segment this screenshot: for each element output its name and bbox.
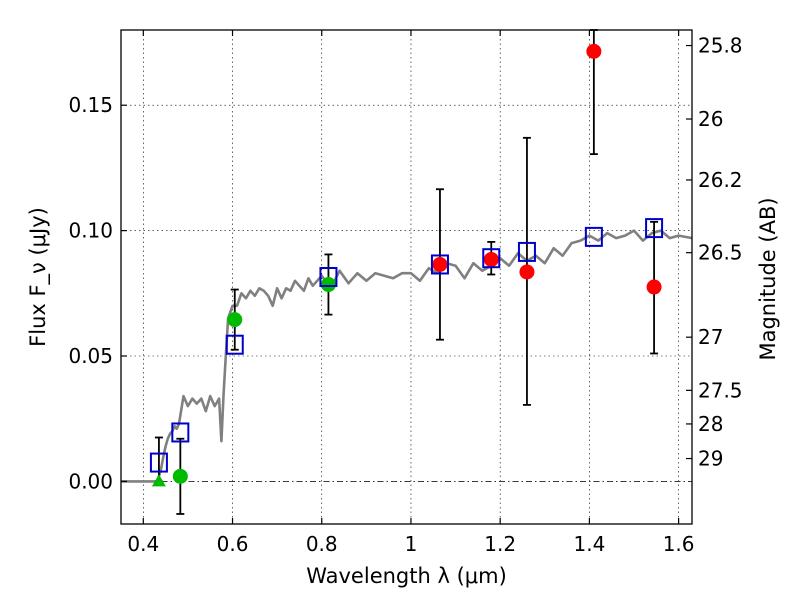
detections-point [483,251,499,267]
y-tick-label: 0.00 [68,469,113,493]
detections-point [432,256,448,272]
model-photometry-square [482,248,501,269]
model-photometry-square [319,267,338,287]
right-axis-title: Magnitude (AB) [756,197,780,360]
x-tick-label: 0.6 [217,532,249,556]
right-tick-label: 25.8 [698,34,743,58]
optical-detections-point [172,468,188,484]
right-tick-label: 27 [698,325,723,349]
plot-frame [120,29,693,525]
y-tick-label: 0.05 [68,344,113,368]
right-axis-ticks: 25.8 26 26.2 26.5 27 27.5 28 29 [686,34,743,471]
right-tick-label: 26.5 [698,241,743,265]
detections-point [519,264,535,280]
y-tick-label: 0.15 [68,93,113,117]
upper-limit-marker [151,474,166,487]
x-tick-label: 1 [405,532,418,556]
x-tick-label: 1.2 [484,532,516,556]
detections-point [586,43,602,59]
grid [121,30,692,524]
detections-point [646,279,662,295]
model-sed-line [121,229,693,483]
right-tick-label: 29 [698,447,723,471]
x-tick-label: 1.4 [573,532,605,556]
model-photometry-square [517,241,536,262]
x-axis-title: Wavelength λ (μm) [306,564,507,588]
right-tick-label: 28 [698,412,723,436]
model-photometry-square [171,422,190,443]
model-photometry-square [584,226,603,247]
model-sed-layer [121,229,693,483]
data-points [151,43,662,487]
model-photometry-square [149,452,168,473]
right-tick-label: 26.2 [698,168,743,192]
optical-detections-point [320,277,336,293]
x-tick-label: 0.4 [127,532,159,556]
right-tick-label: 27.5 [698,378,743,402]
y-tick-label: 0.10 [68,219,113,243]
y-axis-ticks: 0.00 0.05 0.10 0.15 [68,93,127,493]
x-tick-label: 1.6 [663,532,695,556]
model-photometry-square [225,334,244,355]
y-axis-title: Flux F_ν (μJy) [26,207,51,347]
model-photometry-layer [149,218,664,473]
optical-detections-point [227,312,243,328]
right-tick-label: 26 [698,107,723,131]
x-axis-ticks: 0.4 0.6 0.8 1 1.2 1.4 1.6 [127,30,695,556]
x-tick-label: 0.8 [306,532,338,556]
model-photometry-square [430,254,449,275]
model-photometry-square [645,218,664,239]
